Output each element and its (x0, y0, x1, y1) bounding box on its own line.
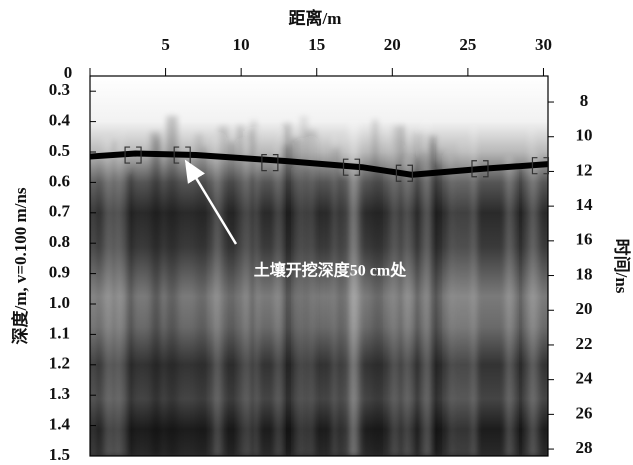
texture-stripe (514, 167, 527, 456)
pick-marker (471, 160, 489, 178)
y2-tick-label: 8 (580, 91, 589, 110)
texture-stripe (331, 147, 342, 456)
pick-marker (124, 146, 142, 164)
horizon-line (89, 150, 549, 178)
y-axis-title: 深度/m, v=0.100 m/ns (10, 187, 30, 344)
y-tick-label: 1.0 (49, 293, 70, 312)
texture-stripe (101, 135, 110, 456)
y2-tick-label: 18 (576, 264, 593, 283)
y-tick-label: 0.5 (49, 141, 70, 160)
texture-stripe (371, 119, 379, 456)
y-tick-label: 0.8 (49, 232, 70, 251)
y-tick-label: 0.3 (49, 80, 70, 99)
texture-stripe (195, 133, 203, 456)
texture-stripe (218, 126, 228, 456)
texture-stripe (300, 116, 308, 456)
texture-stripe (429, 143, 435, 456)
x-tick-label: 20 (384, 35, 401, 54)
x-tick-label: 30 (535, 35, 552, 54)
texture-stripe (154, 138, 160, 456)
y2-tick-label: 22 (576, 334, 593, 353)
y2-tick-label: 24 (576, 369, 594, 388)
texture-stripe (404, 160, 412, 456)
y2-tick-label: 28 (576, 438, 593, 457)
texture-stripe (433, 150, 445, 456)
y-tick-label: 1.1 (49, 323, 70, 342)
texture-stripe (470, 126, 478, 456)
y2-tick-label: 10 (576, 126, 593, 145)
texture-stripe (124, 174, 133, 456)
texture-stripe (166, 116, 178, 456)
y-tick-label: 1.3 (49, 384, 70, 403)
texture-stripe (212, 137, 222, 456)
texture-stripe (457, 140, 470, 456)
y-tick-label: 1.4 (49, 415, 71, 434)
y-tick-label: 0.6 (49, 171, 70, 190)
x-tick-label: 0 (64, 63, 73, 82)
texture-stripe (530, 152, 541, 456)
texture-stripe (291, 138, 301, 456)
texture-stripe (392, 145, 402, 456)
y-tick-label: 0.4 (49, 111, 71, 130)
texture-stripe (505, 156, 514, 456)
annotation: 土壤开挖深度50 cm处 (254, 261, 407, 280)
texture-stripe (114, 143, 123, 456)
x-tick-label: 10 (233, 35, 250, 54)
pick-marker (395, 164, 414, 182)
texture-stripe (90, 153, 96, 456)
texture-stripe (453, 169, 459, 456)
texture-stripe (275, 129, 281, 456)
texture-stripe (238, 142, 251, 456)
pick-marker (531, 157, 550, 175)
x-tick-label: 5 (161, 35, 170, 54)
texture-stripe (106, 139, 115, 456)
plot-frame (89, 75, 549, 457)
annotation-arrow (184, 159, 238, 245)
y-tick-label: 0.7 (49, 202, 71, 221)
x-axis-title: 距离/m (289, 8, 342, 28)
texture-stripe (349, 123, 359, 456)
texture-stripe (339, 175, 351, 456)
y2-axis-title: 时间/ns (612, 239, 632, 294)
pick-marker (261, 154, 279, 172)
texture-stripe (121, 127, 126, 456)
y-tick-label: 1.2 (49, 354, 70, 373)
y-tick-label: 0.9 (49, 263, 70, 282)
texture-stripe (248, 174, 256, 456)
x-tick-label: 15 (308, 35, 325, 54)
texture-stripe (414, 132, 425, 456)
y-tick-label: 1.5 (49, 445, 70, 464)
pick-marker (342, 158, 361, 176)
y2-tick-label: 14 (576, 195, 594, 214)
y2-tick-label: 20 (576, 299, 593, 318)
texture-stripe (229, 141, 235, 456)
texture-stripe (236, 125, 244, 456)
texture-stripe (447, 155, 455, 456)
y2-tick-label: 16 (576, 230, 593, 249)
radargram-texture (90, 116, 541, 456)
y2-tick-label: 12 (576, 160, 593, 179)
texture-stripe (308, 140, 314, 456)
y2-tick-label: 26 (576, 403, 593, 422)
x-tick-label: 25 (459, 35, 476, 54)
texture-stripe (201, 147, 208, 456)
texture-stripe (377, 169, 384, 456)
texture-stripe (280, 145, 292, 456)
